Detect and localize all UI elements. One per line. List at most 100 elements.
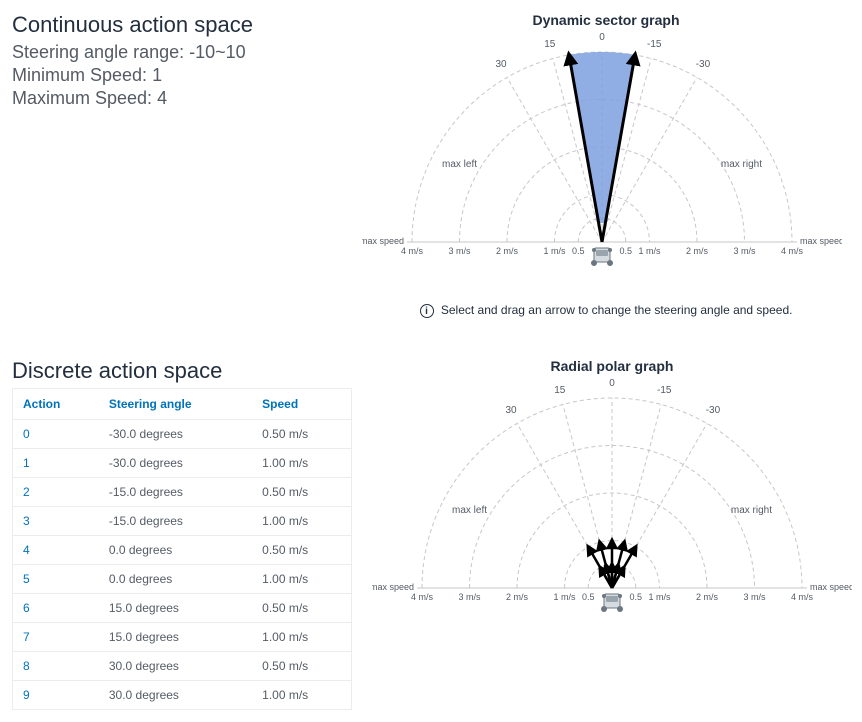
radial-tick-label: 0.5 (619, 246, 632, 256)
min-speed-value: 1 (152, 65, 162, 85)
min-speed-line: Minimum Speed: 1 (12, 65, 342, 86)
table-row: 40.0 degrees0.50 m/s (13, 536, 352, 565)
speed-cell: 0.50 m/s (252, 536, 351, 565)
speed-cell: 0.50 m/s (252, 594, 351, 623)
table-row: 50.0 degrees1.00 m/s (13, 565, 352, 594)
action-id-cell: 5 (13, 565, 99, 594)
discrete-left: Discrete action space ActionSteering ang… (12, 358, 352, 710)
action-id-cell: 8 (13, 652, 99, 681)
angle-tick-label: 0 (609, 378, 615, 389)
angle-tick-label: -15 (647, 39, 662, 50)
radial-tick-label: 2 m/s (506, 592, 529, 602)
radial-tick-label: 3 m/s (733, 246, 756, 256)
sector-hint-text: Select and drag an arrow to change the s… (441, 303, 793, 317)
speed-cell: 0.50 m/s (252, 652, 351, 681)
radial-tick-label: 0.5 (572, 246, 585, 256)
radial-tick-label: 3 m/s (743, 592, 766, 602)
actions-table: ActionSteering angleSpeed 0-30.0 degrees… (12, 388, 352, 710)
steering-cell: 0.0 degrees (99, 565, 252, 594)
speed-cell: 1.00 m/s (252, 507, 351, 536)
steering-cell: -30.0 degrees (99, 449, 252, 478)
table-row: 1-30.0 degrees1.00 m/s (13, 449, 352, 478)
table-row: 615.0 degrees0.50 m/s (13, 594, 352, 623)
action-arrow[interactable] (600, 542, 612, 588)
action-id-cell: 0 (13, 420, 99, 449)
sector-hint: i Select and drag an arrow to change the… (362, 303, 850, 318)
dynamic-sector-title: Dynamic sector graph (362, 12, 850, 28)
action-id-cell: 9 (13, 681, 99, 710)
speed-cell: 1.00 m/s (252, 623, 351, 652)
max-speed-value: 4 (157, 88, 167, 108)
angle-tick-label: -30 (696, 59, 711, 70)
radial-tick-label: 4 m/s (411, 592, 434, 602)
action-arrow[interactable] (612, 542, 624, 588)
radial-polar-graph[interactable]: 015-1530-30max leftmax right0.50.51 m/s1… (372, 378, 852, 638)
radial-tick-label: 4 m/s (791, 592, 814, 602)
sector-fill (569, 52, 635, 223)
table-row: 0-30.0 degrees0.50 m/s (13, 420, 352, 449)
radial-tick-label: 2 m/s (686, 246, 709, 256)
radial-tick-label: 0.5 (582, 592, 595, 602)
steering-cell: 0.0 degrees (99, 536, 252, 565)
table-row: 2-15.0 degrees0.50 m/s (13, 478, 352, 507)
vehicle-icon (591, 248, 613, 266)
action-id-cell: 6 (13, 594, 99, 623)
angle-tick-label: 15 (554, 385, 566, 396)
angle-tick-label: 30 (506, 405, 518, 416)
radial-tick-label: 1 m/s (553, 592, 576, 602)
steering-cell: 30.0 degrees (99, 681, 252, 710)
steering-cell: -15.0 degrees (99, 478, 252, 507)
action-id-cell: 4 (13, 536, 99, 565)
dynamic-sector-graph[interactable]: 015-1530-30max leftmax right0.50.51 m/s1… (362, 32, 842, 292)
radial-tick-label: 4 m/s (781, 246, 804, 256)
radial-tick-label: 3 m/s (448, 246, 471, 256)
action-id-cell: 1 (13, 449, 99, 478)
radial-tick-label: 3 m/s (458, 592, 481, 602)
table-row: 930.0 degrees1.00 m/s (13, 681, 352, 710)
angle-tick-label: 30 (496, 59, 508, 70)
max-speed-line: Maximum Speed: 4 (12, 88, 342, 109)
radial-tick-label: 1 m/s (638, 246, 661, 256)
vehicle-icon (601, 594, 623, 612)
speed-cell: 1.00 m/s (252, 681, 351, 710)
angle-tick-label: 0 (599, 32, 605, 43)
max-speed-label-left: max speed (372, 582, 414, 592)
action-arrow[interactable] (588, 547, 612, 588)
speed-cell: 0.50 m/s (252, 478, 351, 507)
discrete-section: Discrete action space ActionSteering ang… (12, 358, 850, 710)
steering-range-label: Steering angle range: (12, 42, 184, 62)
steering-cell: 15.0 degrees (99, 623, 252, 652)
steering-cell: 15.0 degrees (99, 594, 252, 623)
speed-cell: 1.00 m/s (252, 565, 351, 594)
angle-tick-label: max left (442, 159, 477, 170)
table-row: 715.0 degrees1.00 m/s (13, 623, 352, 652)
actions-table-header: Steering angle (99, 389, 252, 420)
continuous-section: Continuous action space Steering angle r… (12, 12, 850, 318)
dynamic-sector-chart-box: Dynamic sector graph 015-1530-30max left… (362, 12, 850, 318)
discrete-title: Discrete action space (12, 358, 352, 384)
speed-cell: 0.50 m/s (252, 420, 351, 449)
radial-tick-label: 0.5 (629, 592, 642, 602)
max-speed-label-right: max speed (800, 236, 842, 246)
angle-tick-label: max right (721, 159, 762, 170)
action-id-cell: 3 (13, 507, 99, 536)
radial-tick-label: 2 m/s (496, 246, 519, 256)
radial-polar-title: Radial polar graph (372, 358, 852, 374)
steering-cell: -30.0 degrees (99, 420, 252, 449)
radial-tick-label: 1 m/s (648, 592, 671, 602)
actions-table-header-row: ActionSteering angleSpeed (13, 389, 352, 420)
angle-tick-label: max left (452, 505, 487, 516)
steering-cell: 30.0 degrees (99, 652, 252, 681)
table-row: 830.0 degrees0.50 m/s (13, 652, 352, 681)
steering-cell: -15.0 degrees (99, 507, 252, 536)
continuous-title: Continuous action space (12, 12, 342, 38)
actions-table-header: Speed (252, 389, 351, 420)
continuous-params: Continuous action space Steering angle r… (12, 12, 342, 111)
min-speed-label: Minimum Speed: (12, 65, 147, 85)
radial-tick-label: 1 m/s (543, 246, 566, 256)
angle-tick-label: -15 (657, 385, 672, 396)
actions-table-header: Action (13, 389, 99, 420)
action-arrow[interactable] (612, 547, 636, 588)
angle-tick-label: -30 (706, 405, 721, 416)
action-id-cell: 7 (13, 623, 99, 652)
